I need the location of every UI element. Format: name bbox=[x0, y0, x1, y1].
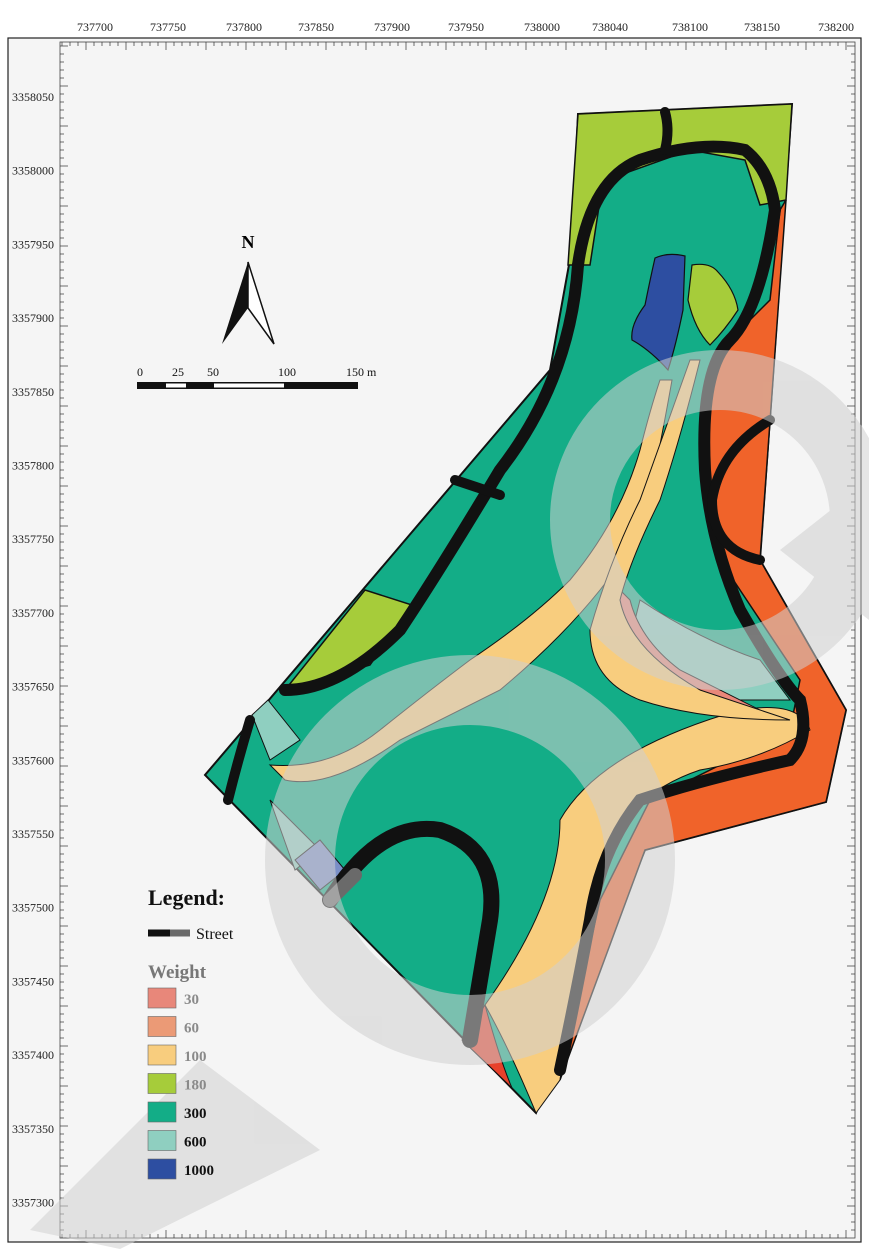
x-coord-label: 737700 bbox=[77, 20, 113, 34]
x-coord-label: 738000 bbox=[524, 20, 560, 34]
legend-swatch bbox=[147, 1016, 177, 1037]
y-coord-label: 3357550 bbox=[12, 827, 54, 841]
legend-label: 60 bbox=[184, 1021, 199, 1037]
x-coord-label: 737900 bbox=[374, 20, 410, 34]
x-coord-label: 737850 bbox=[298, 20, 334, 34]
y-coord-label: 3357800 bbox=[12, 459, 54, 473]
north-arrow: N bbox=[222, 232, 275, 345]
y-coord-label: 3357850 bbox=[12, 385, 54, 399]
street-top-center bbox=[660, 107, 673, 155]
y-coord-label: 3357900 bbox=[12, 311, 54, 325]
legend-title: Legend: bbox=[148, 885, 225, 910]
street-right-oval bbox=[706, 415, 775, 565]
parcel-blue-top bbox=[631, 253, 686, 372]
y-coord-label: 3358000 bbox=[12, 164, 54, 178]
scale-label: 100 bbox=[278, 365, 296, 379]
street-bottom-arch bbox=[322, 820, 500, 1048]
legend-swatch bbox=[147, 1130, 177, 1151]
y-coord-label: 3358050 bbox=[12, 90, 54, 104]
y-coord-label: 3357700 bbox=[12, 606, 54, 620]
legend-swatch bbox=[147, 1158, 177, 1180]
street-left-short bbox=[223, 715, 255, 805]
x-coord-label: 738040 bbox=[592, 20, 628, 34]
legend-weight-title: Weight bbox=[148, 962, 207, 983]
legend-street-label: Street bbox=[196, 926, 234, 943]
scale-label: 0 bbox=[137, 365, 143, 379]
y-coord-label: 3357300 bbox=[12, 1196, 54, 1210]
legend-label: 600 bbox=[184, 1135, 207, 1151]
y-coord-label: 3357750 bbox=[12, 532, 54, 546]
x-coord-label: 738150 bbox=[744, 20, 780, 34]
x-coord-label: 738100 bbox=[672, 20, 708, 34]
scale-label: 50 bbox=[207, 365, 219, 379]
legend-swatch bbox=[147, 1073, 177, 1094]
legend-label: 1000 bbox=[184, 1163, 214, 1179]
scale-bar: 0 25 50 100 150 m bbox=[137, 365, 377, 389]
x-coord-label: 737800 bbox=[226, 20, 262, 34]
legend-label: 100 bbox=[184, 1049, 207, 1065]
legend-swatch bbox=[147, 1044, 177, 1066]
x-coordinate-labels: 737700 737750 737800 737850 737900 737950 7380… bbox=[77, 20, 854, 34]
legend-label: 30 bbox=[184, 992, 199, 1008]
x-coord-label: 738200 bbox=[818, 20, 854, 34]
y-coord-label: 3357650 bbox=[12, 680, 54, 694]
legend-swatch bbox=[147, 987, 177, 1009]
y-coord-label: 3357350 bbox=[12, 1122, 54, 1136]
coordinate-ticks bbox=[60, 42, 855, 1238]
legend: Legend: Street Weight 30 60 100 180 300 600 10… bbox=[147, 885, 234, 1180]
scale-label: 150 m bbox=[346, 365, 377, 379]
x-coord-label: 737750 bbox=[150, 20, 186, 34]
watermark bbox=[30, 350, 869, 1249]
legend-label: 300 bbox=[184, 1106, 207, 1122]
y-coord-label: 3357600 bbox=[12, 753, 54, 767]
parcel-lightteal-left bbox=[251, 699, 301, 761]
scale-label: 25 bbox=[172, 365, 184, 379]
parcel-green-small bbox=[687, 263, 739, 346]
street-cross-left bbox=[450, 475, 505, 500]
legend-swatch bbox=[147, 1101, 177, 1123]
y-coordinate-labels: 3358050 3358000 3357950 3357900 3357850 33578… bbox=[12, 90, 54, 1210]
y-coord-label: 3357450 bbox=[12, 974, 54, 988]
x-coord-label: 737950 bbox=[448, 20, 484, 34]
north-label: N bbox=[242, 232, 255, 252]
street-left-diagonal bbox=[279, 259, 584, 696]
y-coord-label: 3357500 bbox=[12, 901, 54, 915]
y-coord-label: 3357950 bbox=[12, 237, 54, 251]
legend-label: 180 bbox=[184, 1078, 207, 1094]
y-coord-label: 3357400 bbox=[12, 1048, 54, 1062]
